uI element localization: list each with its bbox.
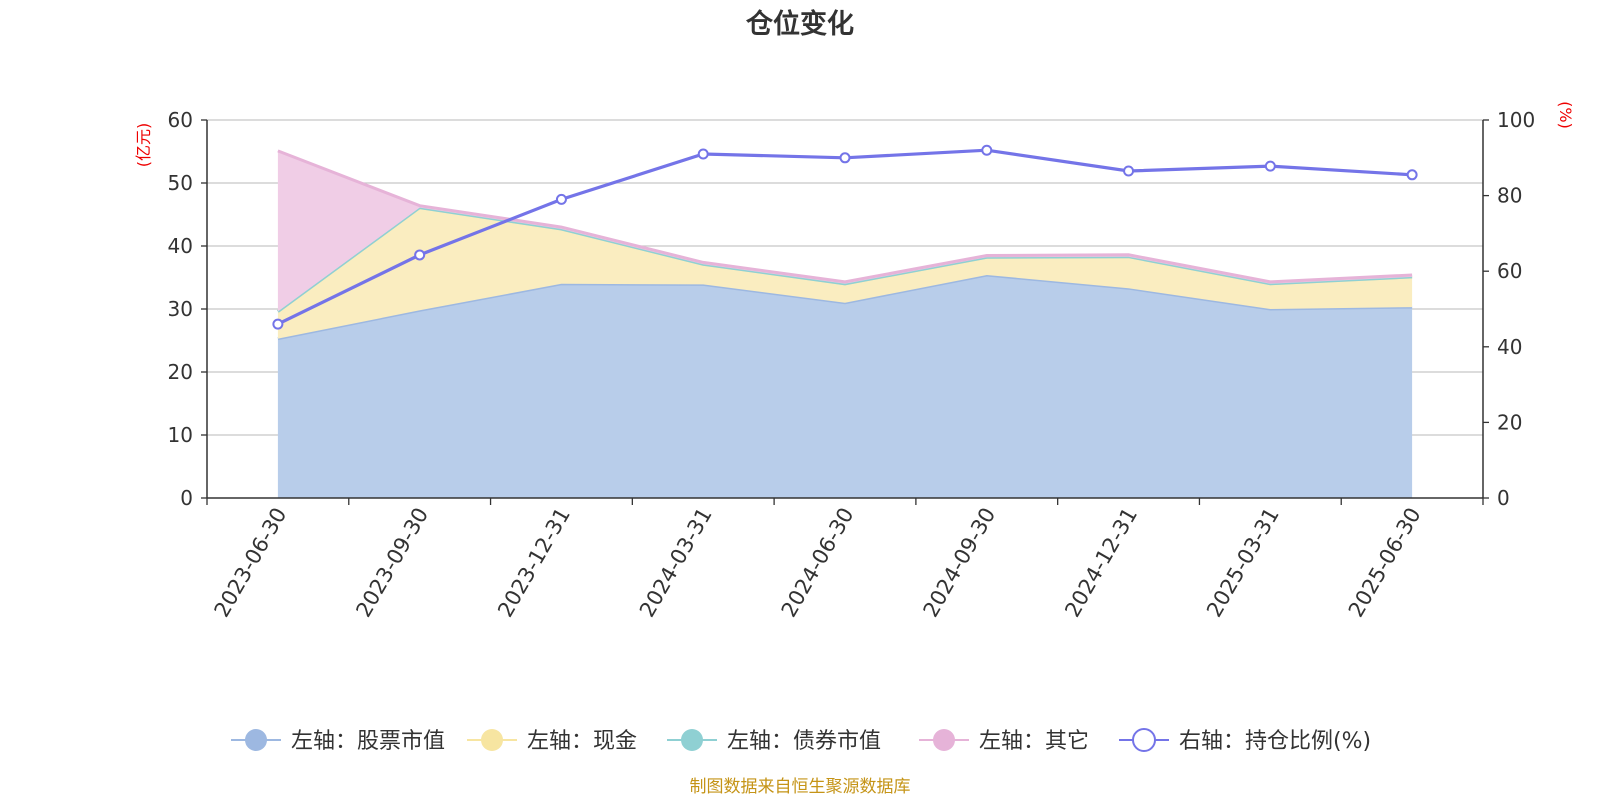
legend-item[interactable]: 左轴：债券市值	[667, 729, 881, 754]
x-tick-label: 2023-12-31	[493, 504, 575, 622]
x-tick-label: 2024-12-31	[1060, 504, 1142, 622]
right-tick-label: 20	[1497, 410, 1522, 434]
left-axis-unit: (亿元)	[134, 123, 153, 168]
line-point[interactable]	[697, 148, 709, 160]
legend-marker	[245, 729, 267, 751]
left-tick-label: 50	[168, 171, 193, 195]
legend-label: 左轴：其它	[979, 729, 1089, 754]
x-tick-label: 2023-06-30	[210, 504, 292, 622]
left-tick-label: 30	[168, 297, 193, 321]
legend-marker	[1132, 728, 1156, 752]
chart-title: 仓位变化	[745, 8, 854, 40]
legend[interactable]: 左轴：股票市值 左轴：现金 左轴：债券市值 左轴：其它 右轴：持仓比例(%)	[231, 728, 1371, 754]
right-tick-label: 80	[1497, 184, 1522, 208]
x-tick-label: 2024-06-30	[777, 504, 859, 622]
area-edge-左轴：其它	[277, 149, 1413, 284]
left-tick-label: 0	[180, 486, 193, 510]
area-series	[277, 149, 1413, 498]
legend-label: 左轴：现金	[527, 729, 637, 754]
legend-item[interactable]: 右轴：持仓比例(%)	[1119, 728, 1371, 754]
legend-marker	[481, 729, 503, 751]
left-tick-label: 10	[168, 423, 193, 447]
left-tick-label: 40	[168, 234, 193, 258]
legend-item[interactable]: 左轴：其它	[919, 729, 1089, 754]
data-source-note: 制图数据来自恒生聚源数据库	[690, 777, 911, 797]
line-point[interactable]	[981, 144, 993, 156]
right-tick-label: 40	[1497, 335, 1522, 359]
right-tick-label: 100	[1497, 108, 1535, 132]
line-point[interactable]	[414, 249, 426, 261]
x-tick-label: 2025-03-31	[1202, 504, 1284, 622]
x-tick-label: 2025-06-30	[1344, 504, 1426, 622]
line-point[interactable]	[1406, 169, 1418, 181]
line-point[interactable]	[1264, 160, 1276, 172]
line-point[interactable]	[839, 152, 851, 164]
legend-label: 右轴：持仓比例(%)	[1179, 729, 1371, 754]
legend-label: 左轴：股票市值	[291, 729, 445, 754]
line-point[interactable]	[1123, 165, 1135, 177]
left-tick-label: 20	[168, 360, 193, 384]
right-axis-unit: (%)	[1556, 101, 1575, 129]
legend-item[interactable]: 左轴：现金	[467, 729, 637, 754]
x-tick-label: 2024-09-30	[918, 504, 1000, 622]
legend-label: 左轴：债券市值	[727, 729, 881, 754]
left-tick-label: 60	[168, 108, 193, 132]
area-左轴：现金	[277, 207, 1413, 339]
right-tick-label: 60	[1497, 259, 1522, 283]
area-左轴：股票市值	[277, 275, 1413, 498]
legend-item[interactable]: 左轴：股票市值	[231, 729, 445, 754]
legend-marker	[681, 729, 703, 751]
line-series	[272, 144, 1418, 330]
x-tick-label: 2024-03-31	[635, 504, 717, 622]
line-point[interactable]	[272, 318, 284, 330]
legend-marker	[933, 729, 955, 751]
right-tick-label: 0	[1497, 486, 1510, 510]
x-tick-label: 2023-09-30	[351, 503, 433, 621]
line-point[interactable]	[555, 193, 567, 205]
